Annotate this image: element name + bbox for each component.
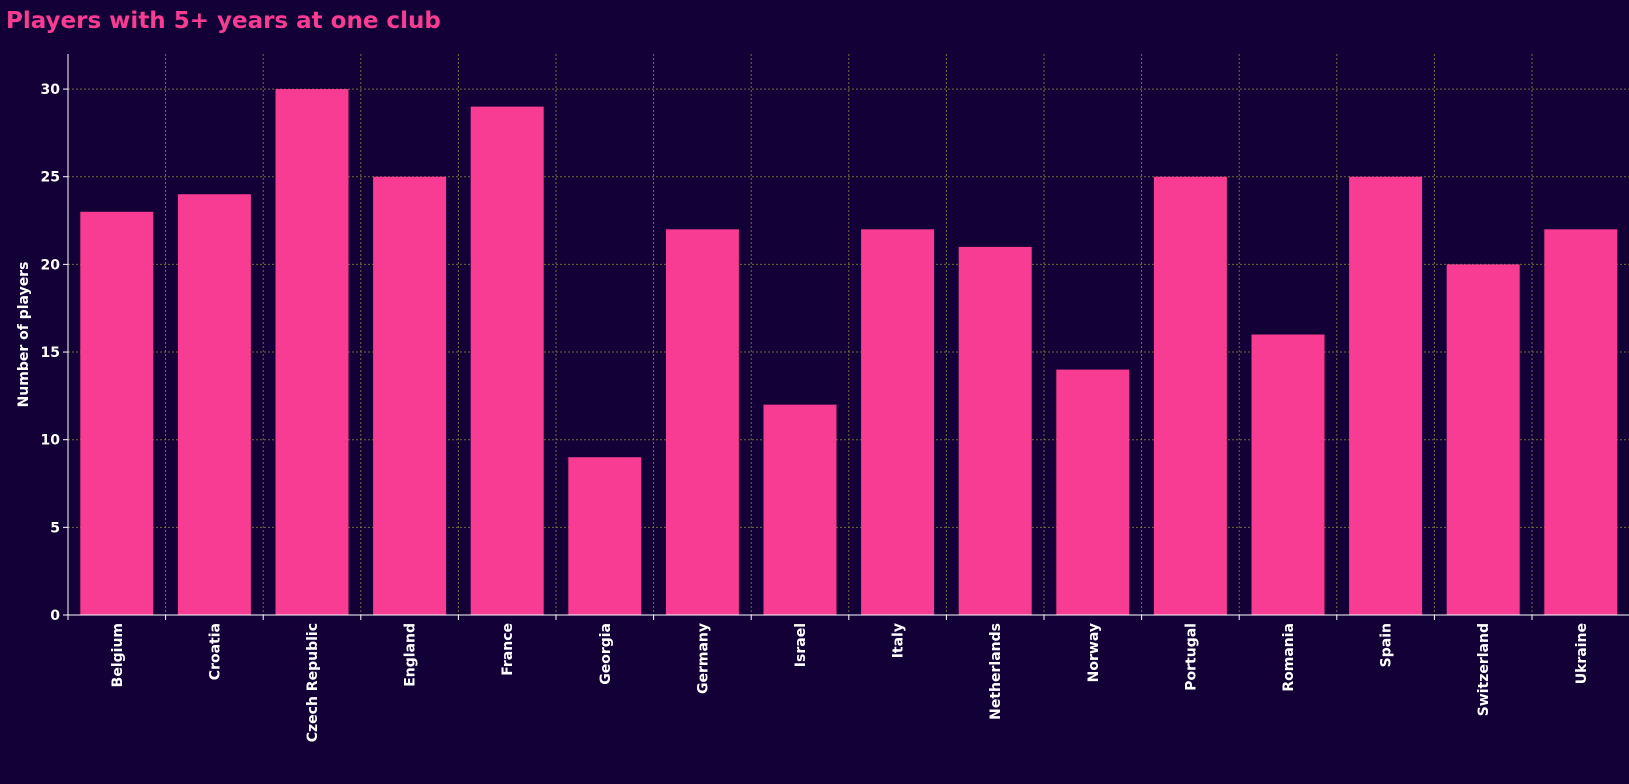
bar	[470, 106, 544, 615]
x-tick-label: Italy	[891, 623, 907, 658]
x-tick-label: Georgia	[598, 623, 614, 685]
x-tick-label: England	[403, 623, 419, 687]
bar	[1251, 334, 1325, 615]
x-tick-label: Switzerland	[1476, 623, 1492, 716]
x-tick-label: Belgium	[110, 623, 126, 687]
x-tick-label: France	[500, 623, 516, 676]
x-tick-label: Netherlands	[988, 623, 1004, 720]
y-tick-label: 20	[41, 257, 61, 273]
x-tick-label: Czech Republic	[305, 623, 321, 742]
x-tick-label: Romania	[1281, 623, 1297, 692]
y-tick-label: 10	[41, 433, 61, 449]
x-tick-label: Spain	[1379, 623, 1395, 667]
x-tick-label: Germany	[695, 623, 711, 694]
chart-title: Players with 5+ years at one club	[6, 8, 441, 34]
x-tick-label: Ukraine	[1574, 623, 1590, 684]
bar	[373, 176, 447, 615]
x-tick-label: Norway	[1086, 623, 1102, 682]
bar	[763, 404, 837, 615]
y-axis-label: Number of players	[16, 262, 32, 408]
bar	[1056, 369, 1130, 615]
x-tick-label: Portugal	[1183, 623, 1199, 691]
bar	[568, 457, 642, 615]
x-tick-label: Croatia	[207, 623, 223, 680]
bar	[275, 89, 349, 615]
y-tick-label: 15	[41, 345, 60, 361]
bar	[80, 211, 154, 615]
bar	[177, 194, 251, 615]
bar	[665, 229, 739, 615]
y-tick-label: 0	[50, 608, 60, 624]
bars-layer	[80, 89, 1618, 615]
bar	[1349, 176, 1423, 615]
y-tick-label: 25	[41, 170, 60, 186]
bar	[1544, 229, 1618, 615]
ticks-layer: 0 5 10 15 20 25 30 Belgium Croatia Czech Republic…	[41, 82, 1590, 742]
bar	[1446, 264, 1520, 615]
x-tick-label: Israel	[793, 623, 809, 667]
y-tick-label: 5	[50, 520, 60, 536]
y-tick-label: 30	[41, 82, 61, 98]
bar	[861, 229, 935, 615]
bar	[958, 246, 1032, 615]
bar	[1153, 176, 1227, 615]
